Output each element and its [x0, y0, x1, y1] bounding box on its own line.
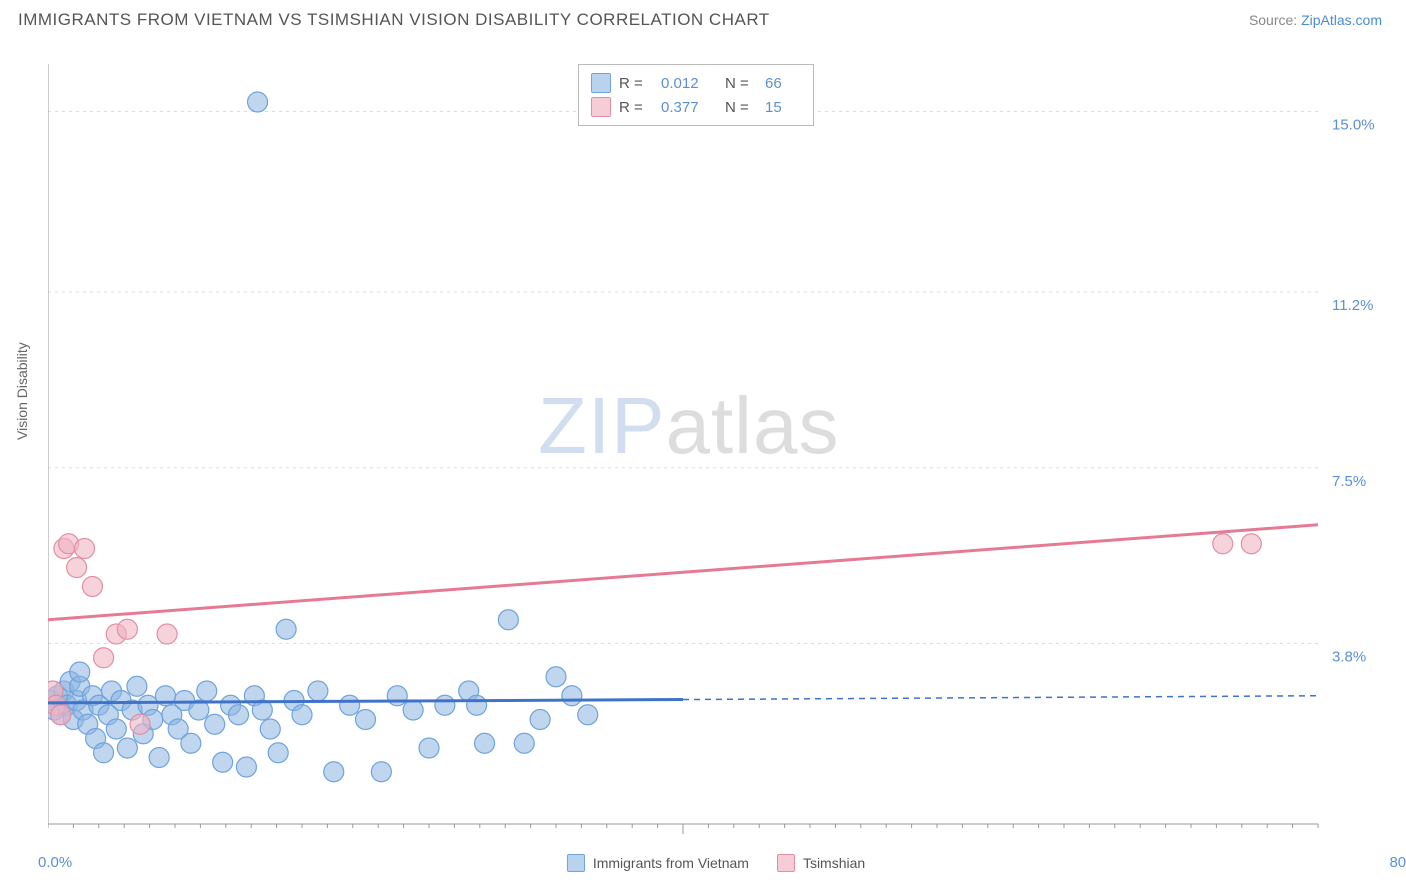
svg-text:11.2%: 11.2% — [1332, 297, 1373, 314]
svg-text:3.8%: 3.8% — [1332, 649, 1366, 666]
y-axis-label: Vision Disability — [14, 342, 30, 440]
legend-swatch — [591, 97, 611, 117]
x-axis-max: 80.0% — [1389, 854, 1406, 871]
series-legend-label: Tsimshian — [803, 855, 865, 871]
legend-swatch — [591, 73, 611, 93]
x-axis-min: 0.0% — [38, 854, 72, 871]
series-legend: Immigrants from Vietnam Tsimshian — [48, 854, 1384, 872]
series-legend-item: Tsimshian — [777, 854, 865, 872]
correlation-legend-row: R = 0.012 N = 66 — [591, 71, 797, 95]
series-legend-label: Immigrants from Vietnam — [593, 855, 749, 871]
n-value: 15 — [765, 99, 797, 116]
legend-swatch — [777, 854, 795, 872]
scatter-chart: 3.8% 7.5% 11.2% 15.0% — [48, 50, 1384, 850]
correlation-legend-row: R = 0.377 N = 15 — [591, 95, 797, 119]
svg-text:15.0%: 15.0% — [1332, 117, 1375, 134]
r-value: 0.012 — [661, 75, 717, 92]
chart-container: Vision Disability 3.8%7.5%11.2%15.0% ZIP… — [48, 50, 1384, 870]
source-prefix: Source: — [1249, 12, 1301, 28]
svg-text:7.5%: 7.5% — [1332, 473, 1366, 490]
series-legend-item: Immigrants from Vietnam — [567, 854, 749, 872]
source-attribution: Source: ZipAtlas.com — [1249, 12, 1382, 28]
r-value: 0.377 — [661, 99, 717, 116]
n-value: 66 — [765, 75, 797, 92]
n-label: N = — [725, 75, 757, 92]
r-label: R = — [619, 75, 653, 92]
r-label: R = — [619, 99, 653, 116]
correlation-legend: R = 0.012 N = 66 R = 0.377 N = 15 — [578, 64, 814, 126]
chart-title: IMMIGRANTS FROM VIETNAM VS TSIMSHIAN VIS… — [18, 10, 770, 30]
legend-swatch — [567, 854, 585, 872]
source-link[interactable]: ZipAtlas.com — [1301, 12, 1382, 28]
n-label: N = — [725, 99, 757, 116]
